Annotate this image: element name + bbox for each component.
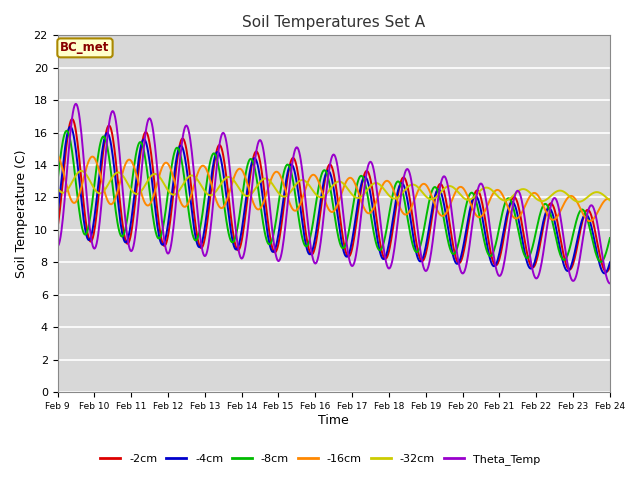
Theta_Temp bbox=[434, 196, 442, 202]
-2cm bbox=[434, 184, 442, 190]
Theta_Temp bbox=[175, 161, 183, 167]
-8cm bbox=[597, 259, 605, 265]
-16cm bbox=[556, 210, 563, 216]
Line: -8cm: -8cm bbox=[58, 131, 610, 262]
Line: -16cm: -16cm bbox=[58, 155, 610, 221]
-8cm bbox=[54, 179, 61, 184]
-4cm bbox=[175, 144, 183, 150]
-4cm bbox=[601, 271, 609, 276]
-4cm bbox=[556, 246, 564, 252]
-2cm bbox=[200, 242, 207, 248]
-8cm bbox=[556, 252, 564, 257]
-8cm bbox=[200, 205, 207, 211]
-2cm bbox=[602, 269, 610, 275]
-4cm bbox=[67, 124, 74, 130]
-2cm bbox=[175, 143, 183, 149]
-8cm bbox=[63, 128, 70, 133]
-4cm bbox=[380, 256, 387, 262]
Theta_Temp bbox=[380, 245, 387, 251]
-16cm bbox=[175, 194, 182, 200]
-32cm bbox=[77, 168, 85, 174]
Line: -32cm: -32cm bbox=[58, 171, 610, 202]
-2cm bbox=[68, 116, 76, 122]
-32cm bbox=[606, 197, 614, 203]
-16cm bbox=[198, 163, 206, 168]
Y-axis label: Soil Temperature (C): Soil Temperature (C) bbox=[15, 149, 28, 278]
-4cm bbox=[54, 212, 61, 217]
-16cm bbox=[606, 197, 614, 203]
Title: Soil Temperatures Set A: Soil Temperatures Set A bbox=[242, 15, 426, 30]
-32cm bbox=[556, 188, 564, 193]
X-axis label: Time: Time bbox=[318, 414, 349, 427]
-32cm bbox=[175, 187, 183, 193]
Theta_Temp bbox=[200, 251, 207, 257]
-4cm bbox=[200, 234, 207, 240]
Theta_Temp bbox=[326, 162, 333, 168]
Text: BC_met: BC_met bbox=[60, 41, 109, 54]
-16cm bbox=[54, 152, 61, 158]
-32cm bbox=[54, 185, 61, 191]
Line: -2cm: -2cm bbox=[58, 119, 610, 272]
-2cm bbox=[326, 162, 333, 168]
Line: Theta_Temp: Theta_Temp bbox=[58, 104, 610, 284]
-8cm bbox=[380, 240, 387, 246]
-8cm bbox=[326, 183, 333, 189]
-2cm bbox=[54, 225, 61, 231]
-2cm bbox=[380, 254, 387, 260]
Theta_Temp bbox=[556, 212, 564, 218]
-16cm bbox=[325, 207, 333, 213]
-8cm bbox=[606, 235, 614, 241]
Theta_Temp bbox=[606, 281, 614, 287]
-4cm bbox=[326, 170, 333, 176]
-4cm bbox=[434, 187, 442, 192]
Legend: -2cm, -4cm, -8cm, -16cm, -32cm, Theta_Temp: -2cm, -4cm, -8cm, -16cm, -32cm, Theta_Te… bbox=[96, 450, 544, 469]
-32cm bbox=[200, 186, 207, 192]
-32cm bbox=[380, 186, 387, 192]
-16cm bbox=[433, 207, 441, 213]
-8cm bbox=[434, 189, 442, 195]
-16cm bbox=[379, 182, 387, 188]
-16cm bbox=[586, 218, 594, 224]
-2cm bbox=[606, 264, 614, 269]
-32cm bbox=[326, 187, 333, 192]
-8cm bbox=[175, 149, 183, 155]
-32cm bbox=[434, 192, 442, 198]
Theta_Temp bbox=[54, 243, 61, 249]
-2cm bbox=[556, 233, 564, 239]
Line: -4cm: -4cm bbox=[58, 127, 610, 274]
-32cm bbox=[575, 199, 582, 204]
Theta_Temp bbox=[72, 101, 80, 107]
-4cm bbox=[606, 260, 614, 265]
